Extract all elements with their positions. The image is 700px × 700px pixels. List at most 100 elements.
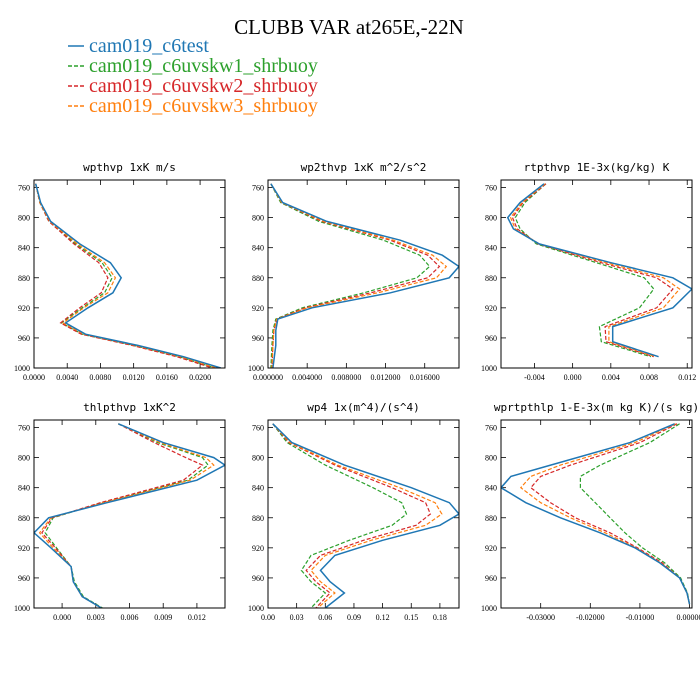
y-tick-label: 760 xyxy=(252,424,264,433)
x-tick-label: 0.004 xyxy=(602,373,620,382)
y-tick-label: 960 xyxy=(252,574,264,583)
x-tick-label: 0.06 xyxy=(318,613,332,622)
y-tick-label: 960 xyxy=(18,574,30,583)
y-tick-label: 800 xyxy=(252,214,264,223)
x-tick-label: 0.0120 xyxy=(123,373,145,382)
x-tick-label: 0.008000 xyxy=(331,373,361,382)
x-tick-label: 0.03 xyxy=(290,613,304,622)
legend: cam019_c6testcam019_c6uvskw1_shrbuoycam0… xyxy=(68,35,318,117)
y-tick-label: 880 xyxy=(18,514,30,523)
y-tick-label: 840 xyxy=(252,244,264,253)
series-group xyxy=(506,183,692,358)
y-tick-label: 760 xyxy=(485,184,497,193)
x-tick-label: 0.012 xyxy=(188,613,206,622)
legend-label: cam019_c6test xyxy=(89,35,209,57)
series-line xyxy=(35,183,217,368)
series-line xyxy=(38,423,215,608)
series-line xyxy=(519,423,691,605)
y-tick-label: 880 xyxy=(485,514,497,523)
legend-label: cam019_c6uvskw1_shrbuoy xyxy=(89,55,318,77)
y-tick-label: 1000 xyxy=(248,364,264,373)
x-tick-label: 0.0000 xyxy=(23,373,45,382)
series-line xyxy=(514,183,655,358)
y-tick-label: 800 xyxy=(485,454,497,463)
y-tick-label: 960 xyxy=(18,334,30,343)
x-tick-label: 0.012000 xyxy=(371,373,401,382)
x-tick-label: 0.00 xyxy=(261,613,275,622)
legend-label: cam019_c6uvskw3_shrbuoy xyxy=(89,95,318,117)
legend-entry: cam019_c6test xyxy=(68,35,209,57)
y-tick-label: 800 xyxy=(485,214,497,223)
series-line xyxy=(270,183,448,368)
panel-title: rtpthvp 1E-3x(kg/kg) K xyxy=(524,161,670,174)
series-line xyxy=(270,183,431,368)
series-line xyxy=(270,183,459,368)
legend-entry: cam019_c6uvskw3_shrbuoy xyxy=(68,95,318,117)
series-group xyxy=(270,183,459,368)
x-tick-label: -0.01000 xyxy=(626,613,655,622)
x-tick-label: 0.012 xyxy=(678,373,696,382)
y-tick-label: 840 xyxy=(252,484,264,493)
x-tick-label: -0.03000 xyxy=(526,613,555,622)
series-line xyxy=(272,423,443,608)
x-tick-label: -0.004 xyxy=(524,373,545,382)
y-tick-label: 1000 xyxy=(248,604,264,613)
panel-title: wp2thvp 1xK m^2/s^2 xyxy=(301,161,427,174)
y-tick-label: 760 xyxy=(252,184,264,193)
y-tick-label: 800 xyxy=(18,214,30,223)
x-tick-label: 0.009 xyxy=(154,613,172,622)
legend-label: cam019_c6uvskw2_shrbuoy xyxy=(89,75,318,97)
chart-panel: rtpthvp 1E-3x(kg/kg) K 760 800 840 880 920 960… xyxy=(481,161,696,382)
x-tick-label: 0.18 xyxy=(433,613,447,622)
x-tick-label: 0.0160 xyxy=(156,373,178,382)
y-tick-label: 840 xyxy=(485,244,497,253)
series-line xyxy=(272,423,432,608)
x-tick-label: 0.00000 xyxy=(677,613,700,622)
chart-panel: thlpthvp 1xK^2 760 800 840 880 920 960 1000 0.00… xyxy=(14,401,226,622)
y-tick-label: 760 xyxy=(18,424,30,433)
series-line xyxy=(501,423,691,605)
panel-title: wpthvp 1xK m/s xyxy=(83,161,176,174)
legend-entry: cam019_c6uvskw2_shrbuoy xyxy=(68,75,318,97)
x-tick-label: 0.0080 xyxy=(89,373,111,382)
x-tick-label: 0.000000 xyxy=(253,373,283,382)
panel-title: wprtpthlp 1-E-3x(m kg K)/(s kg) xyxy=(494,401,699,414)
series-line xyxy=(272,423,408,608)
series-group xyxy=(34,183,222,368)
y-tick-label: 920 xyxy=(18,304,30,313)
series-line xyxy=(44,423,209,608)
panel-frame xyxy=(500,419,693,609)
y-tick-label: 880 xyxy=(18,274,30,283)
series-line xyxy=(41,423,204,608)
x-tick-label: 0.0040 xyxy=(56,373,78,382)
series-group xyxy=(34,423,225,608)
y-tick-label: 760 xyxy=(18,184,30,193)
chart-panel: wpthvp 1xK m/s76080084088092096010000.00… xyxy=(14,161,226,382)
chart-panel: wprtpthlp 1-E-3x(m kg K)/(s kg) 760 800 840… xyxy=(481,401,700,622)
panel-title: wp4 1x(m^4)/(s^4) xyxy=(307,401,420,414)
panel-frame xyxy=(33,179,226,369)
x-tick-label: 0.000 xyxy=(53,613,71,622)
series-line xyxy=(34,423,225,608)
panel-frame xyxy=(33,419,226,609)
y-tick-label: 760 xyxy=(485,424,497,433)
x-tick-label: 0.15 xyxy=(404,613,418,622)
series-line xyxy=(579,423,691,605)
x-tick-label: -0.02000 xyxy=(576,613,605,622)
panel-frame xyxy=(267,419,460,609)
y-tick-label: 920 xyxy=(252,304,264,313)
x-tick-label: 0.09 xyxy=(347,613,361,622)
series-line xyxy=(509,183,681,358)
y-tick-label: 960 xyxy=(485,334,497,343)
series-line xyxy=(34,183,222,368)
y-tick-label: 1000 xyxy=(481,364,497,373)
series-line xyxy=(35,183,216,368)
series-group xyxy=(501,423,691,605)
figure-title: CLUBB VAR at265E,-22N xyxy=(234,15,464,39)
y-tick-label: 840 xyxy=(18,244,30,253)
series-line xyxy=(529,423,691,605)
y-tick-label: 800 xyxy=(18,454,30,463)
y-tick-label: 920 xyxy=(485,544,497,553)
x-tick-label: 0.008 xyxy=(640,373,658,382)
